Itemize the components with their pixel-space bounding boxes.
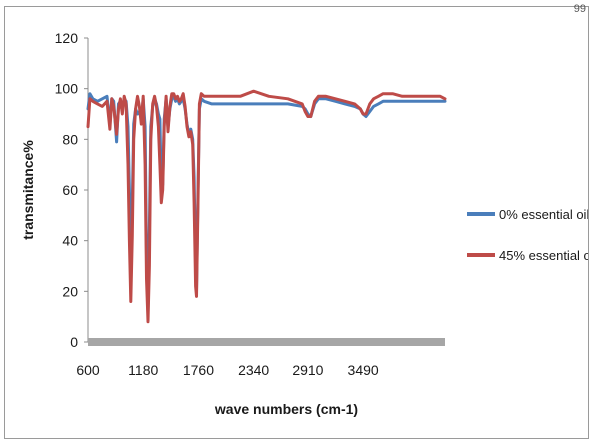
legend: 0% essential oil 45% essential oil bbox=[467, 207, 594, 263]
series-line-oil-0 bbox=[86, 92, 447, 314]
series-lines bbox=[86, 89, 447, 324]
x-axis-line bbox=[88, 338, 445, 346]
x-tick-label: 3490 bbox=[348, 362, 379, 378]
x-tick-label: 1760 bbox=[183, 362, 214, 378]
y-tick-label: 60 bbox=[62, 182, 78, 198]
chart-area: 99 0 20 40 60 80 100 120 600 1180 1760 2340 2910 349… bbox=[4, 3, 594, 439]
legend-label: 0% essential oil bbox=[499, 207, 588, 222]
legend-label: 45% essential oil bbox=[499, 248, 588, 263]
x-tick-label: 600 bbox=[76, 362, 100, 378]
axes bbox=[84, 37, 445, 346]
y-tick-label: 40 bbox=[62, 233, 78, 249]
y-tick-label: 0 bbox=[70, 334, 78, 350]
x-axis-label: wave numbers (cm-1) bbox=[214, 401, 358, 417]
y-tick-label: 20 bbox=[62, 283, 78, 299]
x-tick-label: 1180 bbox=[128, 362, 158, 378]
corner-text: 99 bbox=[573, 3, 586, 15]
x-tick-label: 2910 bbox=[292, 362, 323, 378]
series-line-oil-45 bbox=[86, 89, 447, 324]
y-tick-label: 120 bbox=[55, 30, 79, 46]
y-axis-label: transmitance% bbox=[20, 140, 36, 240]
x-tick-label: 2340 bbox=[238, 362, 269, 378]
ftir-line-chart: 0 20 40 60 80 100 120 600 1180 1760 2340 2910 3490 wa… bbox=[20, 30, 594, 417]
axis-labels: 0 20 40 60 80 100 120 600 1180 1760 2340 2910 3490 wa… bbox=[20, 30, 379, 417]
y-tick-label: 100 bbox=[55, 81, 79, 97]
y-tick-label: 80 bbox=[62, 131, 78, 147]
